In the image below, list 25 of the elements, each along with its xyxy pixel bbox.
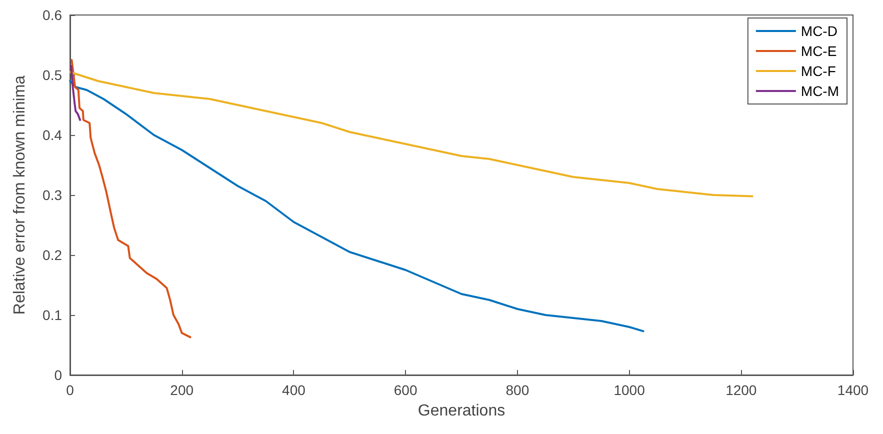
y-tick-label: 0.6	[42, 7, 62, 23]
legend-label: MC-F	[800, 63, 836, 79]
line-series	[69, 80, 644, 332]
y-tick-label: 0	[54, 367, 62, 383]
x-tick-label: 800	[506, 382, 530, 398]
x-tick-label: 200	[170, 382, 194, 398]
x-tick-label: 1200	[726, 382, 757, 398]
x-tick-label: 1000	[614, 382, 646, 398]
x-tick-label: 400	[282, 382, 306, 398]
y-tick-label: 0.2	[42, 247, 62, 263]
y-tick-label: 0.1	[42, 307, 62, 323]
line-series	[70, 59, 192, 338]
line-series	[69, 71, 754, 198]
x-axis-title: Generations	[418, 402, 506, 420]
x-tick-label: 0	[66, 382, 74, 398]
legend-label: MC-D	[800, 23, 838, 39]
line-series	[70, 65, 82, 121]
y-tick-label: 0.5	[42, 67, 62, 83]
y-tick-label: 0.3	[42, 187, 62, 203]
legend-label: MC-E	[800, 43, 837, 59]
y-tick-label: 0.4	[42, 127, 62, 143]
y-axis-title: Relative error from known minima	[12, 75, 28, 315]
legend-label: MC-M	[800, 83, 840, 99]
x-tick-label: 1400	[837, 382, 869, 398]
x-tick-label: 600	[394, 382, 418, 398]
